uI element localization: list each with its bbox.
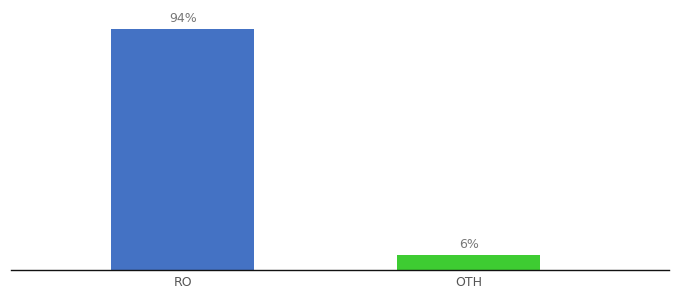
Bar [112, 29, 254, 270]
Text: 6%: 6% [459, 238, 479, 251]
Text: 94%: 94% [169, 12, 197, 25]
Bar [397, 255, 540, 270]
